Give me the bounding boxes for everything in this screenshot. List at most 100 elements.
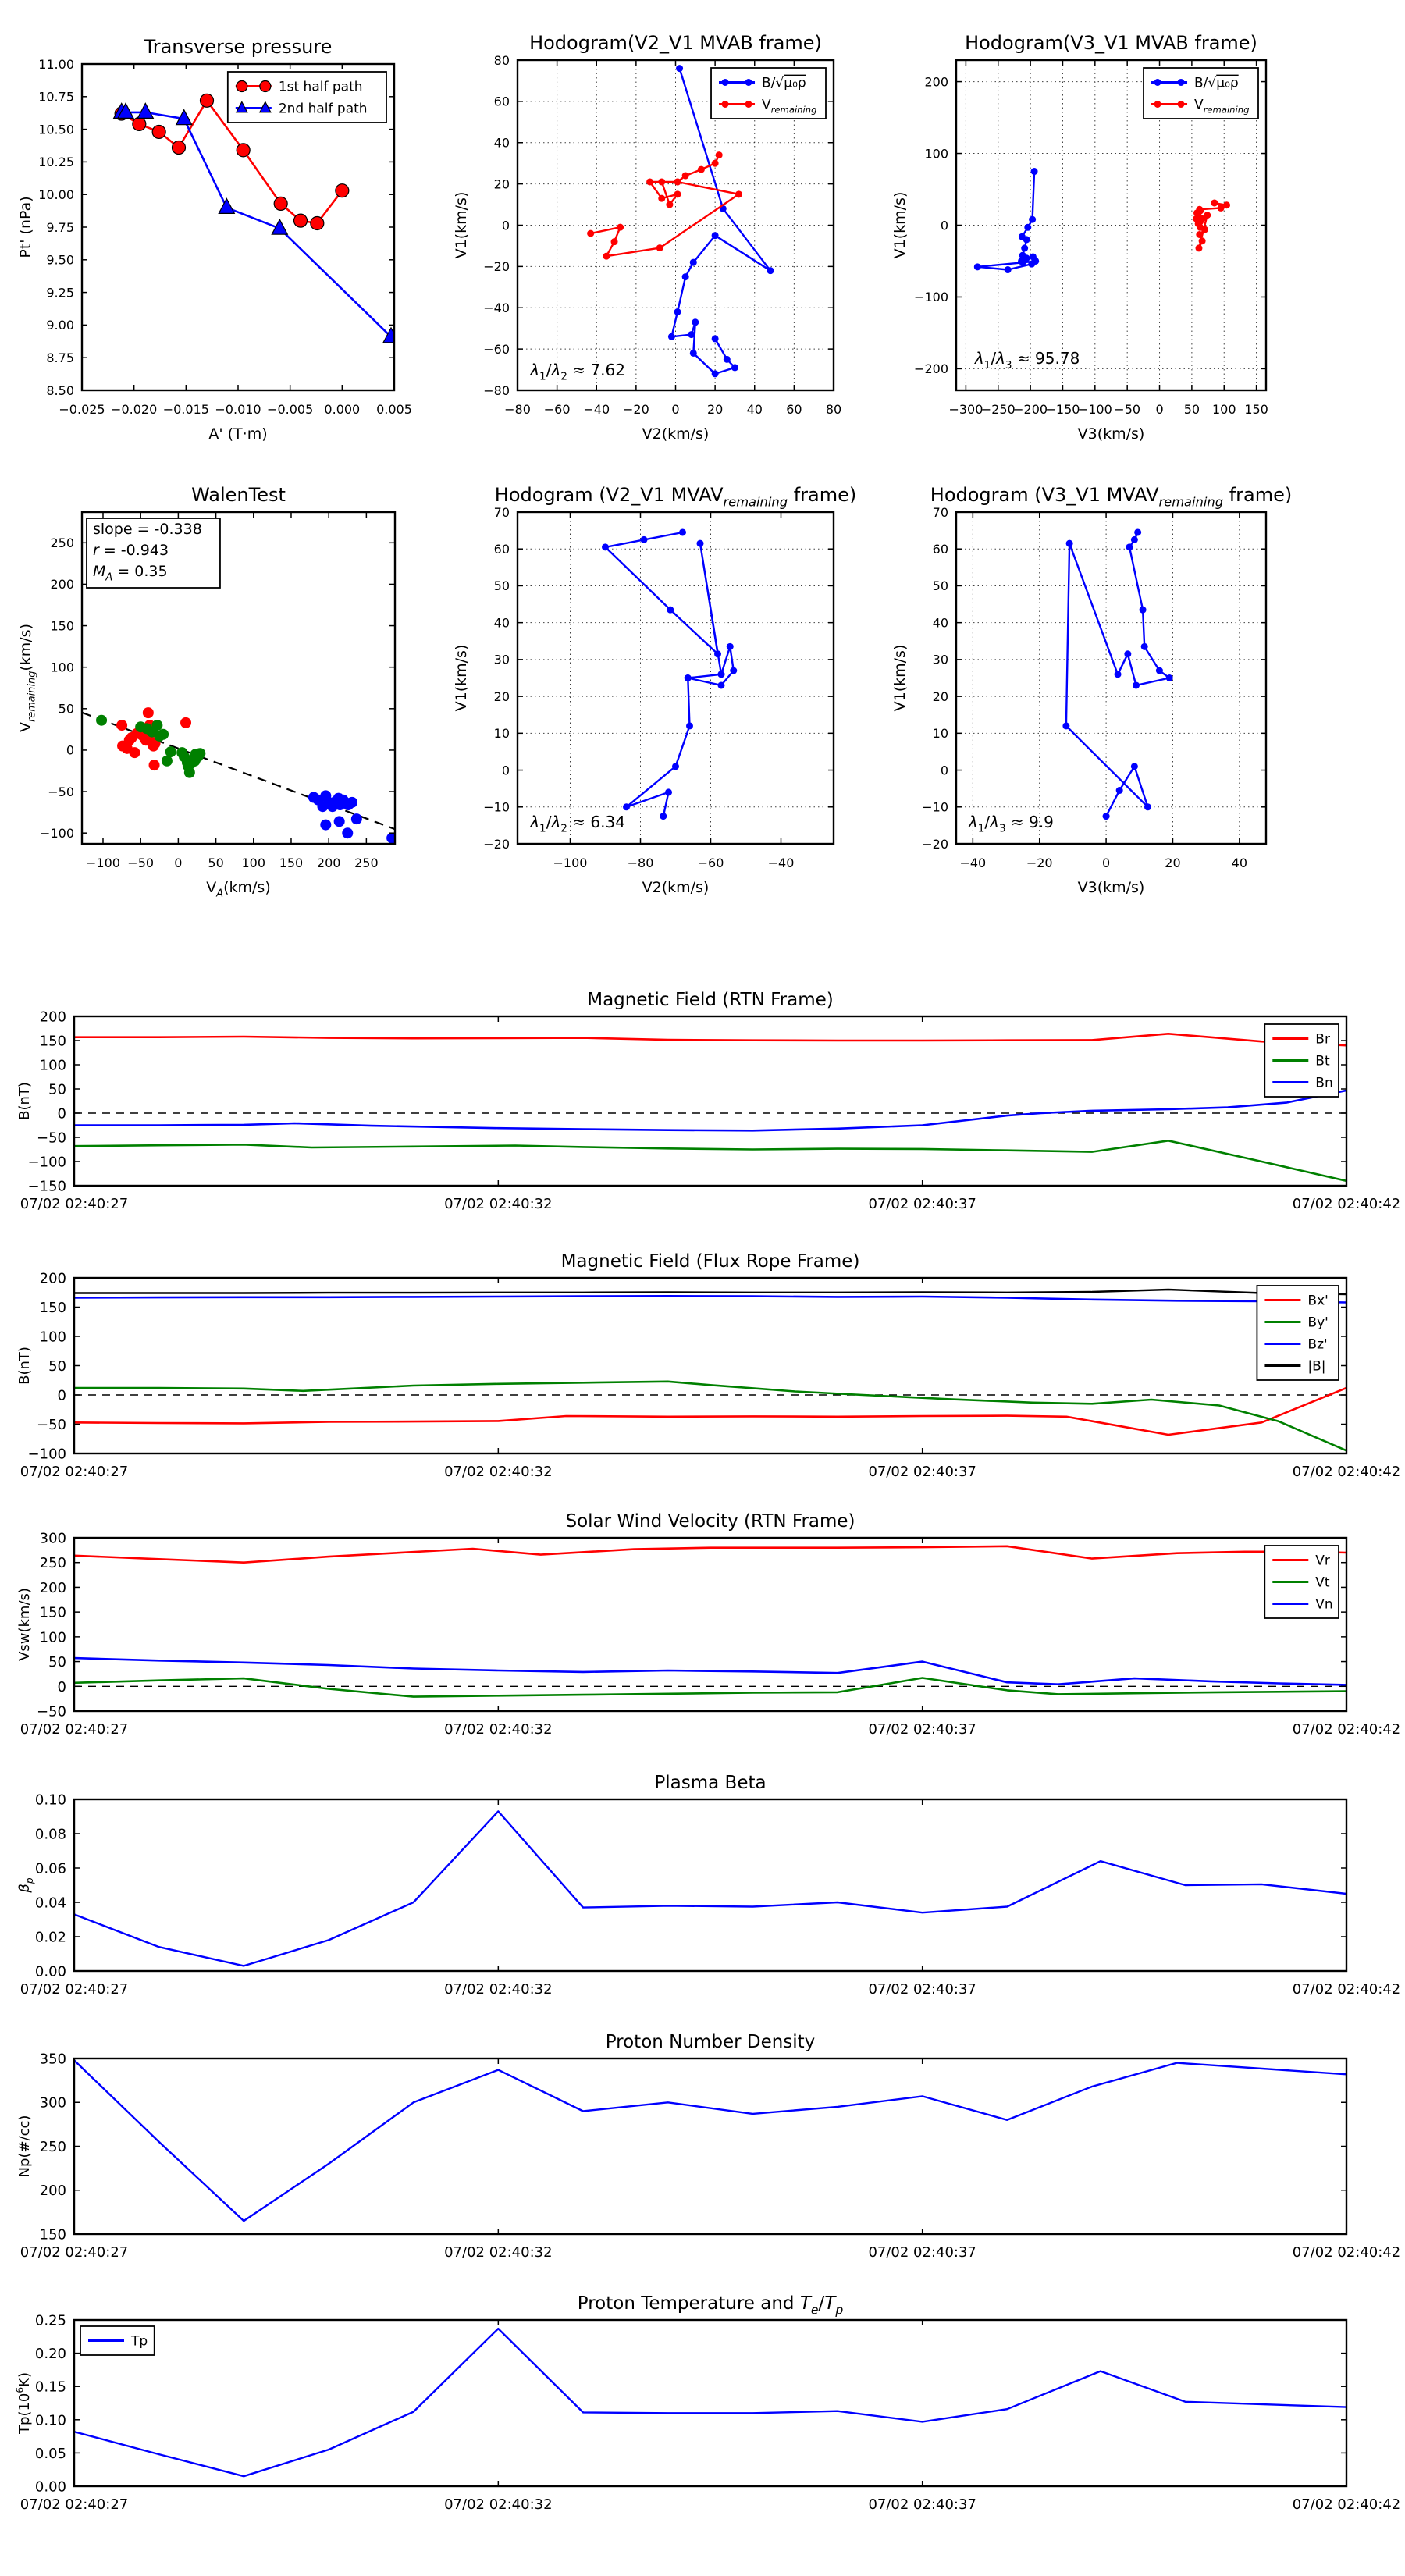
svg-text:−10: −10 [483, 800, 510, 815]
svg-text:B/√μ₀ρ: B/√μ₀ρ [762, 76, 806, 91]
svg-text:50: 50 [59, 702, 74, 717]
panel-b_rtn: 07/02 02:40:27 07/02 02:40:32 07/02 02:40:… [16, 990, 1400, 1212]
svg-text:−50: −50 [127, 856, 154, 870]
hodogram_v3v1_mvav-ylabel: V1(km/s) [891, 645, 909, 712]
svg-text:150: 150 [40, 1300, 66, 1316]
svg-text:250: 250 [50, 535, 74, 550]
svg-text:0.04: 0.04 [35, 1895, 66, 1911]
hodogram_v3v1_mvab-title: Hodogram(V3_V1 MVAB frame) [965, 32, 1257, 54]
svg-text:Vn: Vn [1315, 1597, 1332, 1613]
svg-text:100: 100 [242, 856, 266, 870]
svg-text:200: 200 [924, 74, 948, 89]
svg-text:slope = -0.338: slope = -0.338 [93, 521, 202, 538]
beta-series [74, 1810, 1346, 1967]
svg-text:07/02 02:40:27: 07/02 02:40:27 [20, 1981, 128, 1998]
svg-text:B/√μ₀ρ: B/√μ₀ρ [1194, 76, 1239, 91]
svg-text:−200: −200 [1013, 402, 1048, 417]
svg-text:150: 150 [40, 2226, 66, 2243]
svg-text:50: 50 [208, 856, 223, 870]
svg-text:0: 0 [1155, 402, 1163, 417]
hodogram_v2v1_mvav-series [602, 528, 738, 820]
svg-text:20: 20 [707, 402, 723, 417]
svg-text:07/02 02:40:32: 07/02 02:40:32 [444, 1464, 552, 1480]
svg-text:07/02 02:40:42: 07/02 02:40:42 [1293, 1981, 1400, 1998]
tp-title: Proton Temperature and Te/Tp [578, 2293, 844, 2317]
hodogram_v3v1_mvab-xlabel: V3(km/s) [1078, 425, 1145, 443]
svg-text:07/02 02:40:27: 07/02 02:40:27 [20, 2496, 128, 2513]
svg-text:−80: −80 [483, 383, 510, 398]
svg-text:2nd half path: 2nd half path [279, 101, 368, 117]
hodogram_v3v1_mvav-title: Hodogram (V3_V1 MVAVremaining frame) [930, 484, 1292, 510]
panel-hodogram_v2v1_mvav: −100 −80 −60 −40−20−10010203040506070Hodogr… [453, 484, 856, 896]
svg-text:60: 60 [933, 542, 948, 557]
svg-text:−50: −50 [37, 1130, 66, 1146]
transverse_pressure-xlabel: A' (T·m) [208, 425, 267, 443]
svg-text:150: 150 [279, 856, 304, 870]
svg-text:0: 0 [174, 856, 182, 870]
svg-text:−20: −20 [483, 837, 510, 852]
transverse_pressure-ylabel: Pt' (nPa) [17, 196, 34, 258]
b_rtn-series [74, 1032, 1346, 1183]
svg-text:−20: −20 [483, 259, 510, 274]
hodogram_v2v1_mvav-ylabel: V1(km/s) [453, 645, 470, 712]
svg-text:0: 0 [58, 1679, 66, 1695]
svg-text:07/02 02:40:27: 07/02 02:40:27 [20, 1464, 128, 1480]
svg-text:0.08: 0.08 [35, 1826, 66, 1842]
svg-text:0.10: 0.10 [35, 2412, 66, 2428]
panel-np: 07/02 02:40:27 07/02 02:40:32 07/02 02:40:… [16, 2032, 1400, 2261]
svg-text:150: 150 [40, 1605, 66, 1621]
svg-text:0.10: 0.10 [35, 1791, 66, 1808]
svg-text:20: 20 [494, 176, 510, 191]
svg-text:Tp: Tp [130, 2334, 148, 2350]
svg-text:−0.010: −0.010 [215, 402, 261, 417]
svg-text:50: 50 [494, 578, 510, 593]
svg-text:0.02: 0.02 [35, 1929, 66, 1945]
svg-text:−60: −60 [544, 402, 571, 417]
hodogram_v3v1_mvav-series [1062, 528, 1173, 820]
hodogram_v3v1_mvab-legend: B/√μ₀ρ Vremaining [1143, 67, 1259, 119]
svg-text:250: 250 [40, 2139, 66, 2155]
svg-text:−100: −100 [28, 1446, 66, 1462]
svg-text:0: 0 [58, 1387, 66, 1404]
svg-text:−100: −100 [40, 826, 74, 841]
transverse_pressure-title: Transverse pressure [144, 36, 333, 58]
panel-v_rtn: 07/02 02:40:27 07/02 02:40:32 07/02 02:40:… [16, 1511, 1400, 1738]
hodogram_v2v1_mvab-title: Hodogram(V2_V1 MVAB frame) [529, 32, 822, 54]
svg-text:07/02 02:40:42: 07/02 02:40:42 [1293, 1464, 1400, 1480]
panel-hodogram_v2v1_mvab: −80 −60 −40 −20 0 20 40 60 80 −80 −60 −40 −20 0 20 40 60… [453, 32, 841, 443]
svg-text:−80: −80 [628, 856, 654, 870]
svg-text:−40: −40 [483, 301, 510, 315]
svg-text:−100: −100 [914, 290, 948, 304]
b_rtn-legend: Br Bt Bn [1264, 1023, 1339, 1098]
svg-text:150: 150 [1244, 402, 1268, 417]
b_fluxrope-ylabel: B(nT) [16, 1347, 33, 1385]
svg-text:−80: −80 [504, 402, 531, 417]
svg-text:−300: −300 [948, 402, 983, 417]
svg-text:40: 40 [494, 615, 510, 630]
v_rtn-ylabel: Vsw(km/s) [16, 1588, 33, 1661]
svg-text:50: 50 [1184, 402, 1200, 417]
svg-text:−50: −50 [37, 1703, 66, 1720]
svg-text:10.50: 10.50 [38, 122, 74, 137]
svg-text:0: 0 [941, 218, 948, 233]
tp-legend: Tp [80, 2325, 155, 2356]
svg-text:−100: −100 [553, 856, 588, 870]
svg-text:10: 10 [933, 726, 948, 741]
svg-text:8.75: 8.75 [46, 350, 74, 365]
svg-text:0: 0 [1102, 856, 1110, 870]
svg-text:07/02 02:40:42: 07/02 02:40:42 [1293, 2244, 1400, 2261]
svg-text:−150: −150 [28, 1178, 66, 1194]
panel-beta: 07/02 02:40:27 07/02 02:40:32 07/02 02:40:… [16, 1773, 1400, 1998]
svg-text:30: 30 [933, 653, 948, 667]
hodogram_v2v1_mvav-xlabel: V2(km/s) [642, 879, 710, 896]
hodogram_v3v1_mvab-ylabel: V1(km/s) [891, 192, 909, 259]
svg-text:Vr: Vr [1315, 1553, 1330, 1569]
svg-text:150: 150 [40, 1033, 66, 1049]
svg-text:−60: −60 [483, 342, 510, 357]
svg-text:50: 50 [48, 1358, 66, 1375]
svg-text:0.25: 0.25 [35, 2312, 66, 2329]
svg-text:0.005: 0.005 [376, 402, 412, 417]
v_rtn-series [74, 1545, 1346, 1698]
svg-text:200: 200 [40, 1009, 66, 1025]
svg-text:0: 0 [671, 402, 679, 417]
